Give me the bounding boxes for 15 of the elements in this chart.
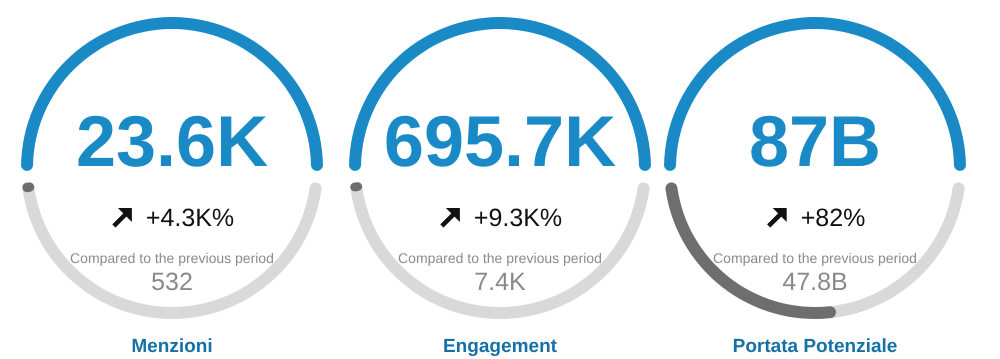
text: Engagement [442,336,558,357]
data-label: 695.7K [384,102,616,182]
data-label: 47.8B [782,268,848,296]
data-label: 7.4K [474,268,526,296]
text: Compared to the previous period [713,250,917,266]
text: +4.3K% [146,204,234,232]
text: Portata Potenziale [732,336,898,357]
text: Compared to the previous period [70,250,274,266]
data-label: 23.6K [76,102,268,182]
text: +9.3K% [474,204,562,232]
text: Compared to the previous period [398,250,602,266]
text: +82% [800,204,866,232]
text: Menzioni [131,336,213,357]
data-label: 87B [748,102,882,182]
data-label: 532 [151,268,193,296]
